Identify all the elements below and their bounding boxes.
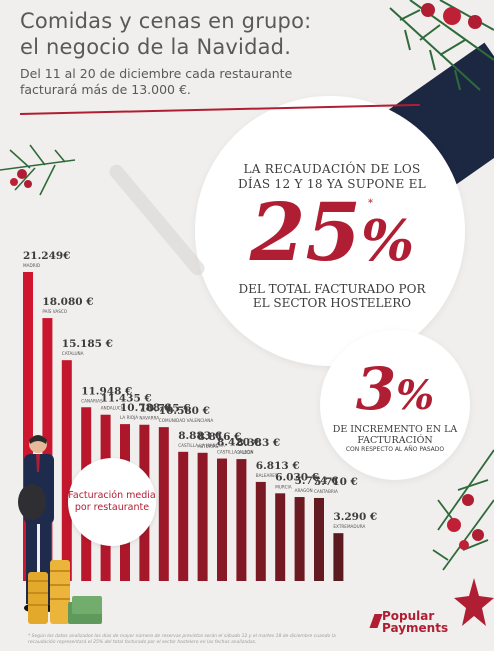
stat-3-value: 3% <box>355 355 435 423</box>
stat-25-heading: LA RECAUDACIÓN DE LOS DÍAS 12 Y 18 YA SU… <box>238 162 426 191</box>
bar-12 <box>255 481 266 581</box>
bar-value-label-8: 8.883 € <box>178 430 222 442</box>
bar-10 <box>217 458 227 581</box>
bar-14 <box>294 497 305 581</box>
bar-value-label-6: 10.745 € <box>139 403 190 415</box>
stat-25-footnote-marker: * <box>368 198 373 209</box>
bar-16 <box>333 533 344 581</box>
bar-category-label-3: CANARIAS <box>81 398 103 403</box>
bar-category-label-4: ANDALUCÍA <box>101 406 125 411</box>
bar-8 <box>178 451 189 581</box>
bar-value-label-11: 8.383 € <box>236 437 280 449</box>
plate-decoration <box>195 96 465 366</box>
bar-category-label-9: ASTURIAS <box>198 444 219 449</box>
bar-7 <box>158 427 169 581</box>
popular-payments-logo: Popular Payments <box>369 610 448 634</box>
bar-value-label-9: 8.816 € <box>198 431 242 443</box>
stat-25-footer: DEL TOTAL FACTURADO POR EL SECTOR HOSTEL… <box>238 282 426 310</box>
bar-category-label-12: BALEARES <box>256 473 278 478</box>
bar-value-label-4: 11.435 € <box>101 393 152 405</box>
bar-15 <box>314 497 324 581</box>
bar-category-label-7: COMUNIDAD VALENCIANA <box>159 418 214 423</box>
footnote-text: * Según los datos analizados los días de… <box>28 634 336 645</box>
bar-value-label-16: 3.290 € <box>333 511 377 523</box>
bar-11 <box>236 459 247 581</box>
bar-category-label-6: NAVARRA <box>139 416 159 421</box>
bar-value-label-2: 15.185 € <box>62 338 113 350</box>
bar-value-label-14: 5.774 € <box>295 475 339 487</box>
bar-2 <box>61 360 72 581</box>
average-revenue-badge: Facturación media por restaurante <box>68 458 156 546</box>
pine-branch-bottom-right-icon <box>432 449 494 571</box>
bar-category-label-0: MADRID <box>23 263 40 268</box>
bar-category-label-10: CASTILLA Y LEÓN <box>217 450 254 455</box>
coins-and-bills-icon <box>28 560 102 624</box>
bar-category-label-14: ARAGÓN <box>295 488 313 493</box>
bar-category-label-15: CANTABRIA <box>314 489 338 494</box>
stat-25-value: 25% <box>249 185 415 279</box>
pine-branch-top-right-icon <box>389 0 494 91</box>
bar-value-label-0: 21.249€ <box>23 250 71 262</box>
bar-category-label-16: EXTREMADURA <box>333 524 365 529</box>
bar-1 <box>42 318 53 581</box>
page-subtitle: Del 11 al 20 de diciembre cada restauran… <box>20 66 293 97</box>
stat-3-subtext: CON RESPECTO AL AÑO PASADO <box>345 446 445 453</box>
bar-13 <box>275 493 286 581</box>
bar-value-label-15: 5.710 € <box>314 476 358 488</box>
small-plate-decoration <box>320 330 470 480</box>
bar-value-label-7: 10.580 € <box>159 405 210 417</box>
bar-category-label-1: PAÍS VASCO <box>42 309 67 314</box>
stat-3-text: DE INCREMENTO EN LA FACTURACIÓN CON RESPE… <box>325 424 465 454</box>
pine-branch-left-icon <box>0 144 76 196</box>
star-ornament-icon <box>454 578 494 626</box>
bar-category-label-2: CATALUÑA <box>62 351 84 356</box>
bar-value-label-3: 11.948 € <box>81 385 132 397</box>
bar-0 <box>23 272 33 581</box>
bar-category-label-13: MURCIA <box>275 484 292 489</box>
bar-value-label-5: 10.788 € <box>120 402 171 414</box>
bar-value-label-10: 8.420 € <box>217 437 261 449</box>
bar-value-label-1: 18.080 € <box>42 296 93 308</box>
bar-value-label-12: 6.813 € <box>256 460 300 472</box>
page-title: Comidas y cenas en grupo: el negocio de l… <box>20 9 312 59</box>
bar-9 <box>197 452 208 581</box>
bar-category-label-8: CASTILLA LA MANCHA <box>178 443 225 448</box>
bar-category-label-11: GALICIA <box>236 450 253 455</box>
bar-category-label-5: LA RIOJA <box>120 415 138 420</box>
bar-value-label-13: 6.030 € <box>275 471 319 483</box>
